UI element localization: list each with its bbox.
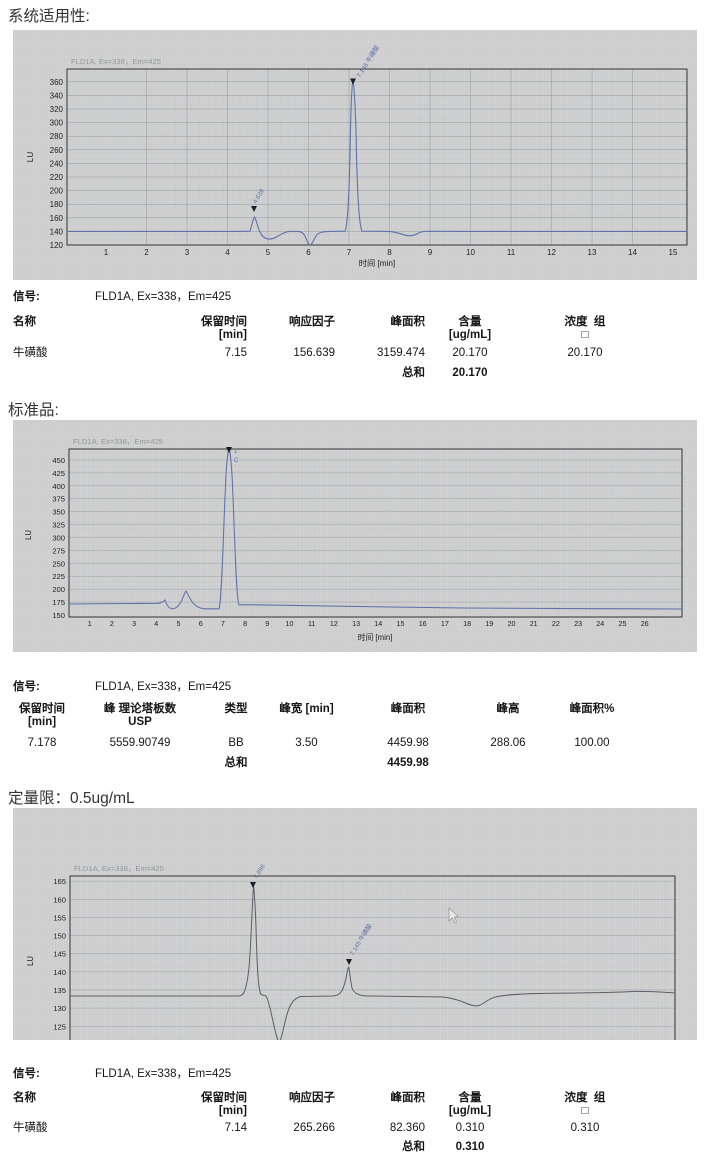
svg-text:240: 240 bbox=[50, 159, 64, 168]
svg-text:125: 125 bbox=[53, 1022, 66, 1031]
svg-text:15: 15 bbox=[397, 619, 405, 628]
svg-text:13: 13 bbox=[588, 248, 597, 257]
svg-text:9: 9 bbox=[428, 248, 433, 257]
svg-text:6: 6 bbox=[199, 619, 203, 628]
svg-text:12: 12 bbox=[547, 248, 556, 257]
svg-text:20: 20 bbox=[508, 619, 516, 628]
svg-text:FLD1A, Ex=338，Em=425: FLD1A, Ex=338，Em=425 bbox=[74, 864, 164, 873]
svg-text:3: 3 bbox=[132, 619, 136, 628]
svg-text:160: 160 bbox=[50, 214, 64, 223]
svg-text:120: 120 bbox=[50, 241, 64, 250]
svg-text:425: 425 bbox=[52, 469, 65, 478]
svg-text:4: 4 bbox=[154, 619, 158, 628]
svg-text:180: 180 bbox=[50, 200, 64, 209]
svg-text:275: 275 bbox=[52, 546, 65, 555]
svg-text:C: C bbox=[234, 458, 239, 464]
svg-text:18: 18 bbox=[463, 619, 471, 628]
svg-text:150: 150 bbox=[52, 611, 65, 620]
svg-text:225: 225 bbox=[52, 572, 65, 581]
svg-text:1: 1 bbox=[104, 248, 109, 257]
svg-text:24: 24 bbox=[596, 619, 604, 628]
svg-text:150: 150 bbox=[53, 932, 66, 941]
svg-text:350: 350 bbox=[52, 508, 65, 517]
svg-text:5: 5 bbox=[177, 619, 181, 628]
svg-text:250: 250 bbox=[52, 559, 65, 568]
svg-text:340: 340 bbox=[50, 91, 64, 100]
svg-text:140: 140 bbox=[53, 968, 66, 977]
svg-text:320: 320 bbox=[50, 105, 64, 114]
svg-text:FLD1A, Ex=338，Em=425: FLD1A, Ex=338，Em=425 bbox=[71, 57, 161, 66]
svg-text:LU: LU bbox=[24, 530, 33, 540]
svg-text:时间 [min]: 时间 [min] bbox=[358, 632, 393, 642]
svg-text:175: 175 bbox=[52, 598, 65, 607]
svg-text:7: 7 bbox=[221, 619, 225, 628]
svg-text:19: 19 bbox=[485, 619, 493, 628]
svg-text:140: 140 bbox=[50, 227, 64, 236]
svg-text:450: 450 bbox=[52, 456, 65, 465]
svg-text:325: 325 bbox=[52, 521, 65, 530]
svg-text:300: 300 bbox=[52, 533, 65, 542]
svg-text:8: 8 bbox=[243, 619, 247, 628]
svg-text:4: 4 bbox=[225, 248, 230, 257]
svg-text:1: 1 bbox=[88, 619, 92, 628]
svg-text:23: 23 bbox=[574, 619, 582, 628]
svg-text:400: 400 bbox=[52, 482, 65, 491]
svg-text:14: 14 bbox=[628, 248, 637, 257]
svg-text:6: 6 bbox=[306, 248, 311, 257]
svg-text:LU: LU bbox=[26, 956, 35, 966]
svg-text:14: 14 bbox=[374, 619, 382, 628]
svg-text:3: 3 bbox=[185, 248, 190, 257]
svg-text:10: 10 bbox=[286, 619, 294, 628]
svg-text:16: 16 bbox=[419, 619, 427, 628]
svg-text:130: 130 bbox=[53, 1004, 66, 1013]
svg-text:FLD1A, Ex=338，Em=425: FLD1A, Ex=338，Em=425 bbox=[73, 437, 163, 446]
svg-text:10: 10 bbox=[466, 248, 475, 257]
svg-text:22: 22 bbox=[552, 619, 560, 628]
svg-text:200: 200 bbox=[50, 187, 64, 196]
svg-text:21: 21 bbox=[530, 619, 538, 628]
svg-text:135: 135 bbox=[53, 986, 66, 995]
svg-text:375: 375 bbox=[52, 495, 65, 504]
svg-text:17: 17 bbox=[441, 619, 449, 628]
svg-text:12: 12 bbox=[330, 619, 338, 628]
svg-text:8: 8 bbox=[387, 248, 392, 257]
svg-text:15: 15 bbox=[669, 248, 678, 257]
svg-text:9: 9 bbox=[265, 619, 269, 628]
svg-text:LU: LU bbox=[26, 152, 35, 163]
svg-text:160: 160 bbox=[53, 895, 66, 904]
svg-text:300: 300 bbox=[50, 119, 64, 128]
svg-text:25: 25 bbox=[619, 619, 627, 628]
svg-text:260: 260 bbox=[50, 146, 64, 155]
svg-text:2: 2 bbox=[110, 619, 114, 628]
svg-text:11: 11 bbox=[507, 248, 516, 257]
svg-text:360: 360 bbox=[50, 78, 64, 87]
svg-text:7: 7 bbox=[347, 248, 352, 257]
svg-text:145: 145 bbox=[53, 950, 66, 959]
svg-text:2: 2 bbox=[144, 248, 149, 257]
svg-text:13: 13 bbox=[352, 619, 360, 628]
svg-text:280: 280 bbox=[50, 132, 64, 141]
svg-text:5: 5 bbox=[266, 248, 271, 257]
svg-text:11: 11 bbox=[308, 619, 315, 628]
svg-text:200: 200 bbox=[52, 585, 65, 594]
svg-text:165: 165 bbox=[53, 877, 66, 886]
svg-text:155: 155 bbox=[53, 913, 66, 922]
svg-text:26: 26 bbox=[641, 619, 649, 628]
svg-text:220: 220 bbox=[50, 173, 64, 182]
svg-text:时间 [min]: 时间 [min] bbox=[359, 258, 395, 268]
